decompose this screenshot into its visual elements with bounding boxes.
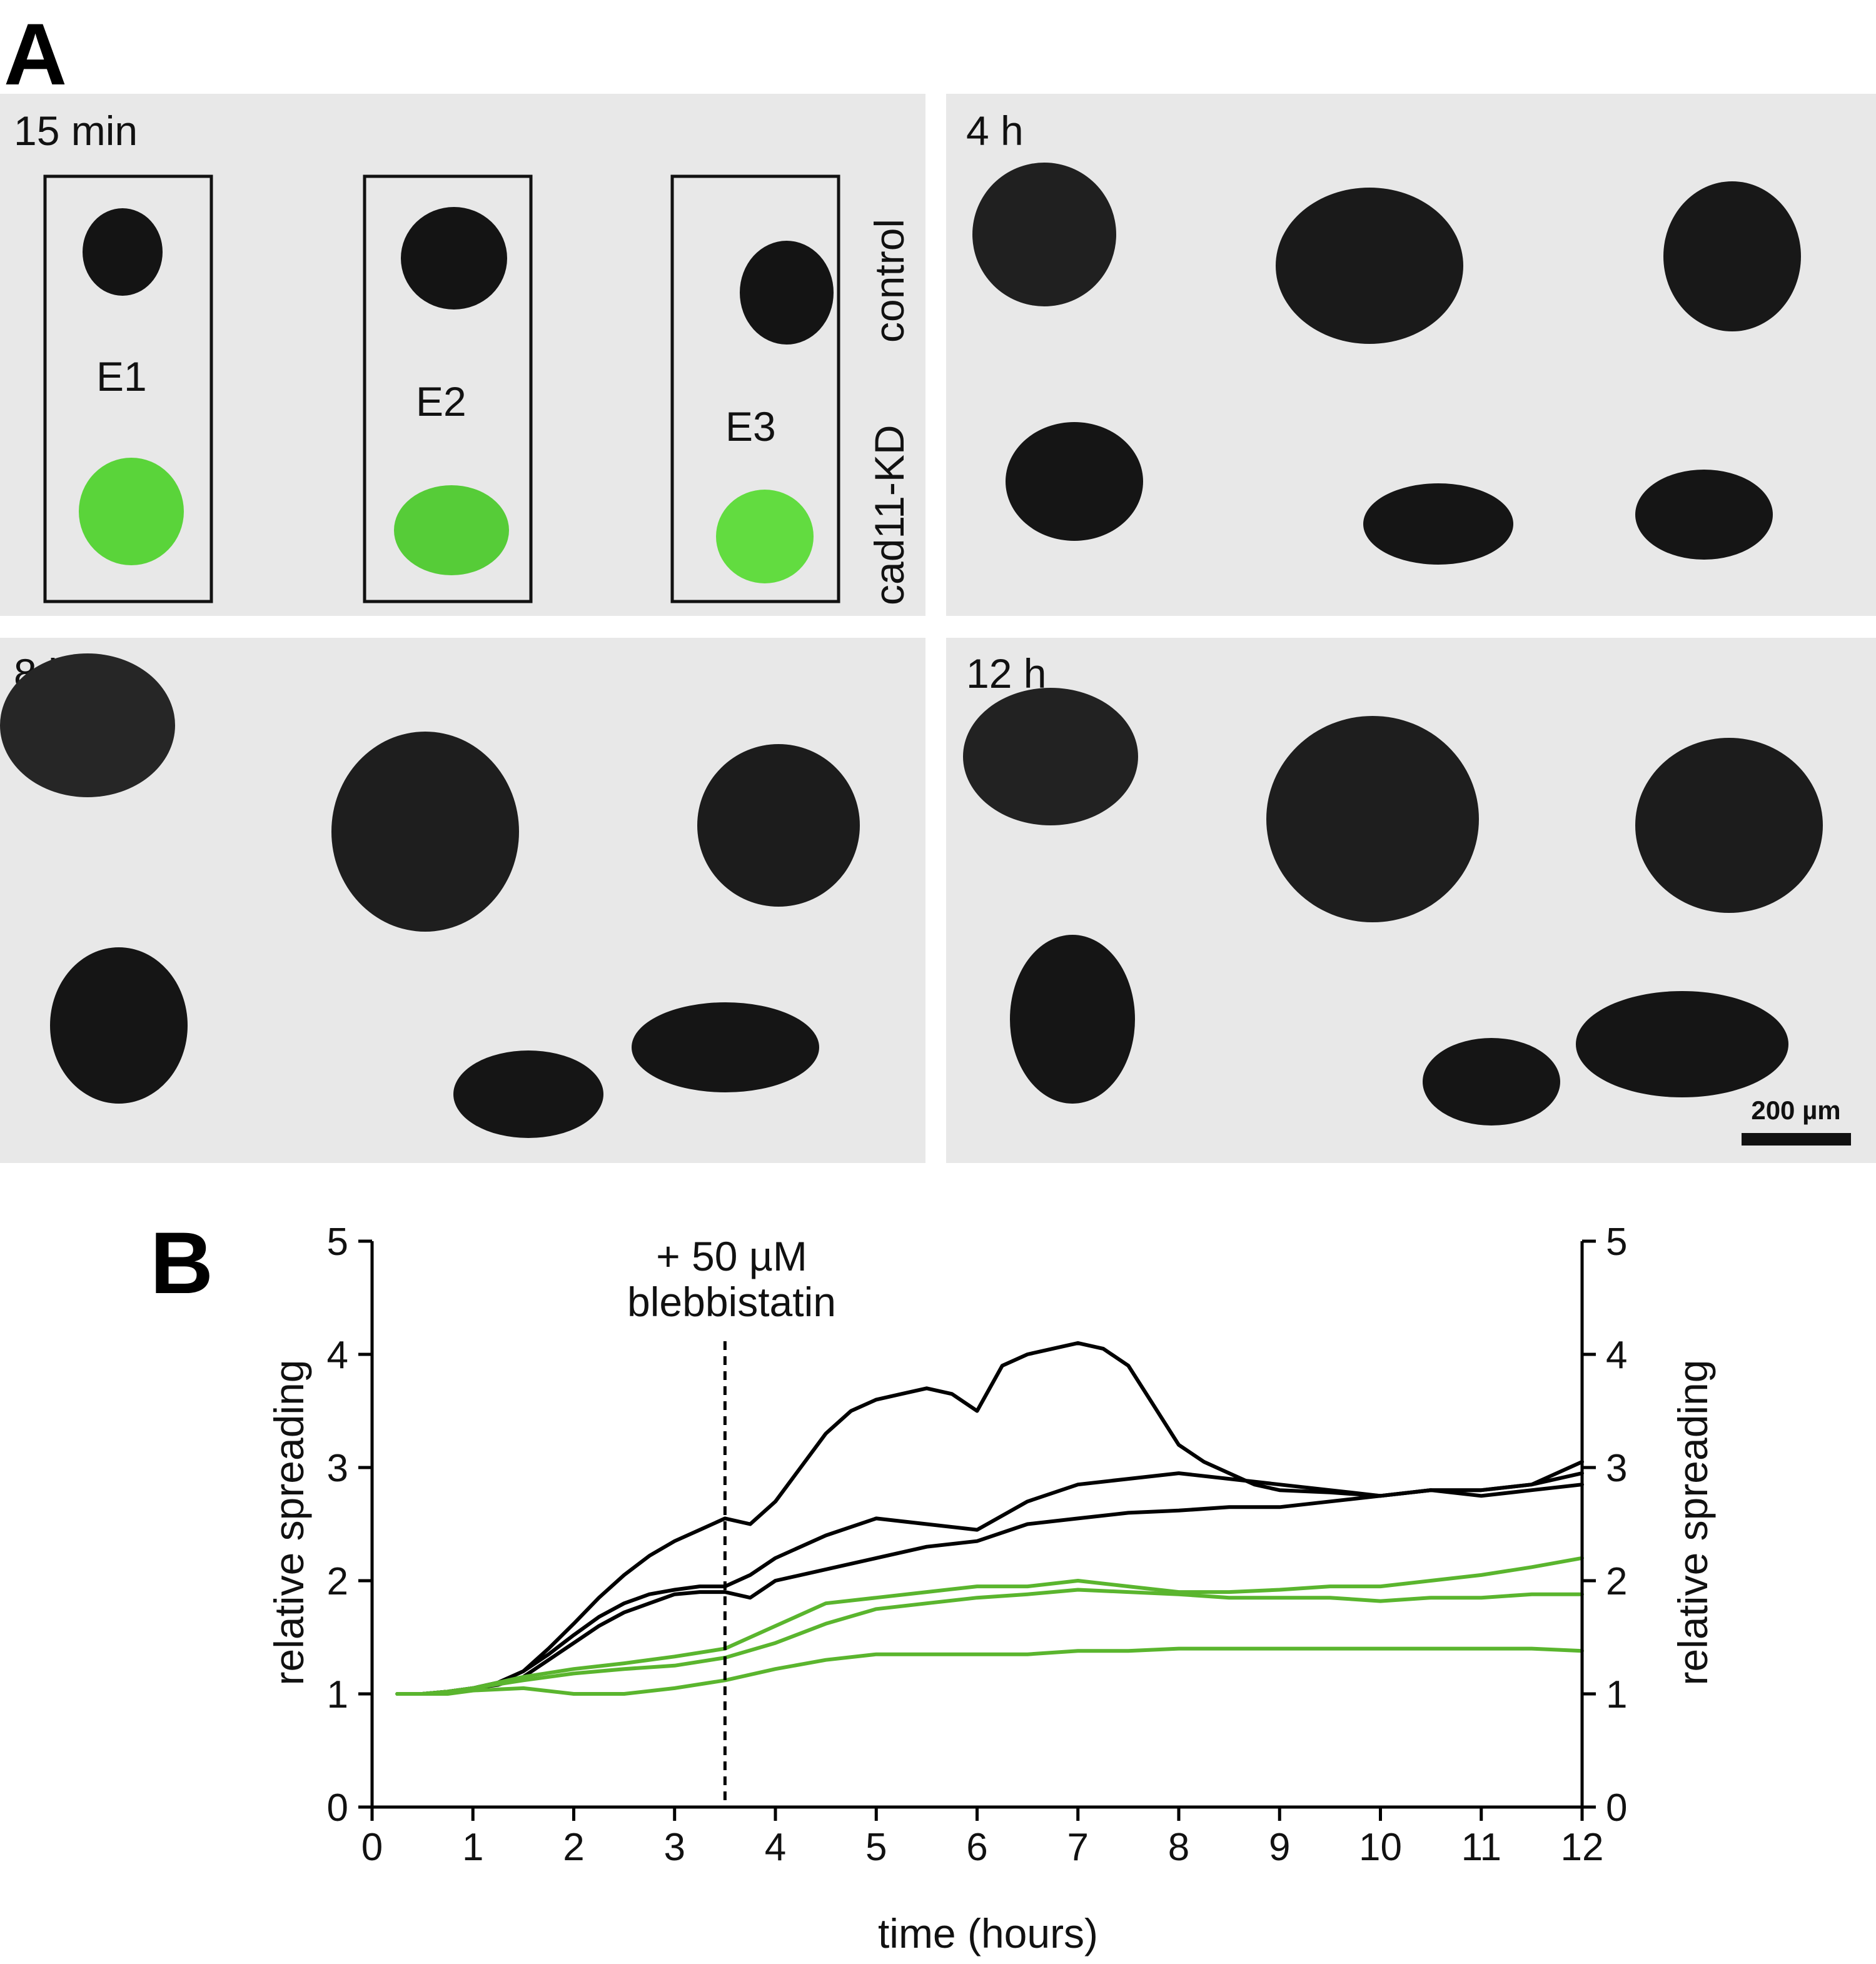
spreading-chart: 0 1 2 3 4 5 6 7 8 9 10 11 120 01 12 23 34 45 5 (327, 1221, 1628, 1869)
micrograph-8h: 8 h (0, 638, 925, 1163)
spreading-explant (1266, 716, 1479, 922)
micrograph-12h: 12 h 200 µm (946, 638, 1876, 1163)
control-explant-e3 (740, 241, 834, 345)
y-tick-label-right: 1 (1606, 1673, 1627, 1716)
x-tick-label: 12 (1561, 1826, 1604, 1869)
spreading-explant (1576, 991, 1788, 1097)
micrograph-15min: 15 min E1 E2 E3 control cad11-KD (0, 94, 925, 616)
series-layer (395, 1341, 1584, 1696)
spreading-explant (50, 947, 188, 1104)
y-tick-label-left: 0 (327, 1786, 348, 1830)
scale-bar (1742, 1133, 1851, 1146)
kd-explant-e1 (79, 458, 184, 565)
explant-box-e3 (670, 174, 840, 603)
spreading-explant (1663, 181, 1801, 331)
spreading-explant (1363, 483, 1513, 565)
spreading-explant (1006, 422, 1143, 541)
x-tick-label: 3 (664, 1826, 685, 1869)
kd-explant-e3 (716, 490, 814, 583)
explant-label-e3: E3 (725, 403, 776, 450)
y-tick-label-left: 4 (327, 1334, 348, 1377)
control-series-line-1 (395, 1471, 1584, 1696)
spreading-explant (1423, 1038, 1560, 1126)
control-series-line-2 (395, 1483, 1584, 1696)
spreading-explant (963, 688, 1138, 825)
y-tick-label-right: 0 (1606, 1786, 1627, 1830)
y-tick-label-left: 1 (327, 1673, 348, 1716)
spreading-explant (453, 1050, 603, 1138)
kd-series-line-5 (395, 1646, 1584, 1696)
y-tick-label-right: 5 (1606, 1221, 1627, 1264)
row-label-kd: cad11-KD (866, 425, 912, 605)
explant-label-e2: E2 (416, 378, 466, 425)
x-tick-label: 0 (361, 1826, 383, 1869)
micrograph-4h: 4 h (946, 94, 1876, 616)
annotation-line-1: + 50 µM (656, 1233, 807, 1279)
x-tick-label: 9 (1269, 1826, 1290, 1869)
x-tick-label: 10 (1359, 1826, 1402, 1869)
control-series-line-0 (395, 1341, 1584, 1696)
y-tick-label-right: 3 (1606, 1447, 1627, 1490)
spreading-explant (331, 732, 519, 932)
kd-series-line-3 (395, 1556, 1584, 1696)
control-explant-e2 (401, 207, 507, 310)
annotation-line-2: blebbistatin (627, 1279, 836, 1325)
explant-label-e1: E1 (96, 353, 147, 400)
control-explant-e1 (83, 208, 163, 296)
scale-bar-label: 200 µm (1751, 1095, 1840, 1125)
spreading-explant (972, 163, 1116, 306)
y-tick-label-left: 5 (327, 1221, 348, 1264)
spreading-explant (632, 1002, 819, 1092)
x-tick-label: 5 (865, 1826, 887, 1869)
x-tick-label: 1 (462, 1826, 483, 1869)
row-label-control: control (866, 219, 912, 343)
spreading-explant (697, 744, 860, 907)
x-tick-label: 4 (765, 1826, 786, 1869)
panel-a-letter: A (4, 5, 67, 103)
x-tick-label: 7 (1067, 1826, 1089, 1869)
panel-b-letter: B (150, 1214, 213, 1312)
y-tick-label-left: 3 (327, 1447, 348, 1490)
time-label-12h: 12 h (966, 650, 1046, 697)
kd-explant-e2 (394, 485, 509, 575)
y-tick-label-right: 2 (1606, 1560, 1627, 1603)
time-label-4h: 4 h (966, 108, 1024, 154)
spreading-explant (0, 653, 175, 797)
y-axis-label-left: relative spreading (266, 1360, 312, 1686)
spreading-explant (1635, 470, 1773, 560)
y-axis-label-right: relative spreading (1670, 1360, 1716, 1686)
explant-box-e1 (43, 174, 213, 603)
kd-series-line-4 (395, 1588, 1584, 1696)
x-axis-label: time (hours) (878, 1910, 1098, 1956)
time-label-15min: 15 min (14, 108, 138, 154)
x-tick-label: 6 (966, 1826, 987, 1869)
spreading-explant (1010, 935, 1135, 1104)
x-tick-label: 11 (1461, 1826, 1501, 1869)
x-tick-label: 8 (1168, 1826, 1189, 1869)
spreading-explant (1276, 188, 1463, 344)
x-tick-label: 2 (563, 1826, 584, 1869)
y-tick-label-right: 4 (1606, 1334, 1627, 1377)
axes-layer: 0 1 2 3 4 5 6 7 8 9 10 11 120 01 12 23 34 45 5 (327, 1221, 1628, 1869)
explant-box-e2 (363, 174, 533, 603)
y-tick-label-left: 2 (327, 1560, 348, 1603)
spreading-explant (1635, 738, 1823, 913)
